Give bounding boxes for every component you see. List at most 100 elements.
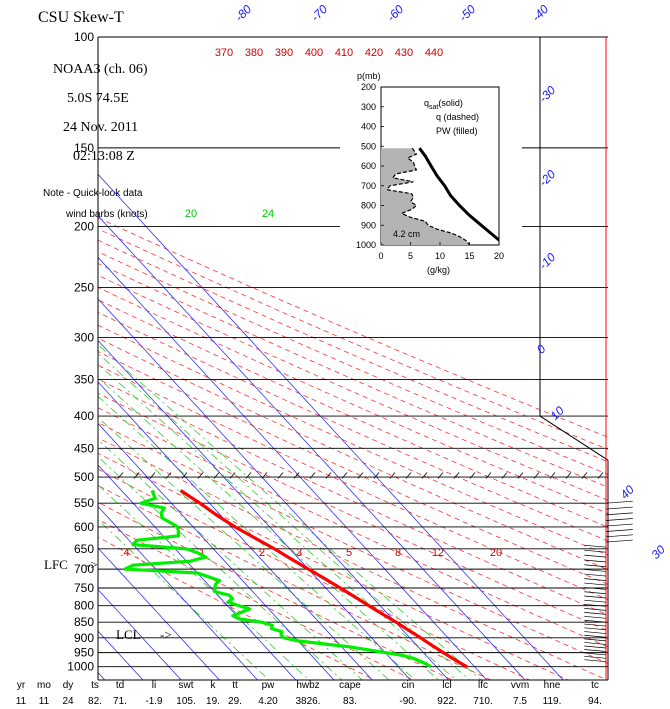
index-header: tc [591, 680, 599, 691]
hatch-mark [325, 472, 332, 479]
isotherm-label: 40 [617, 482, 637, 502]
mixing-ratio-line [98, 226, 416, 680]
wind-barb [605, 512, 633, 516]
pressure-tick-label: 1000 [67, 660, 94, 674]
pressure-tick-label: 300 [74, 330, 94, 344]
dry-adiabat-line [98, 37, 492, 680]
wind-barb [584, 615, 607, 619]
dry-adiabat-line [98, 37, 375, 680]
wind-barbs [584, 500, 633, 663]
wind-barb [605, 518, 633, 521]
pressure-tick-label: 700 [74, 562, 94, 576]
mixing-ratio-label: 24 [262, 208, 274, 220]
pressure-tick-label: 350 [74, 373, 94, 387]
index-header: lcl [442, 680, 451, 691]
wind-barb [584, 638, 607, 642]
index-value: -1.9 [145, 696, 163, 707]
wind-barb [605, 523, 633, 527]
mixing-ratio-lower-label: 8 [395, 547, 401, 559]
pressure-tick-label: 650 [74, 542, 94, 556]
dewpoint-profile-line [123, 489, 432, 669]
theta-label: 380 [245, 47, 263, 59]
wind-barb [584, 619, 607, 623]
wind-barb [584, 623, 607, 627]
hatch-mark [565, 472, 572, 479]
hatch-mark [405, 472, 412, 479]
index-value: 7.5 [513, 696, 527, 707]
index-value: 922. [437, 696, 456, 707]
plot-right-axis-diagonal [539, 415, 609, 461]
theta-label: 430 [395, 47, 413, 59]
isotherm-line [98, 37, 335, 680]
pressure-tick-label: 150 [74, 141, 94, 155]
dry-adiabat-line [98, 37, 453, 680]
wind-barb [584, 634, 607, 638]
theta-label: 370 [215, 47, 233, 59]
dry-adiabat-line [98, 37, 608, 680]
isotherm-label: -80 [232, 2, 254, 24]
wind-barb [584, 582, 607, 586]
isotherm-label: -40 [529, 2, 551, 24]
mixing-ratio-lower-label: 1 [199, 547, 205, 559]
wind-barb [584, 595, 607, 599]
isotherm-line [98, 37, 449, 680]
hatch-mark [485, 472, 492, 479]
hatch-mark [421, 472, 428, 479]
isotherm-label: -10 [536, 250, 558, 272]
wind-barb [584, 569, 607, 572]
inset-q-tick: 15 [464, 251, 474, 261]
index-header: li [152, 680, 156, 691]
index-header: vvm [511, 680, 529, 691]
hatch-mark [581, 472, 588, 479]
isotherm-label: -20 [536, 167, 558, 189]
pressure-tick-label: 950 [74, 646, 94, 660]
hatch-mark [181, 472, 188, 479]
inset-legend-pw: PW (filled) [436, 126, 478, 136]
wind-barb [605, 534, 633, 538]
inset-p-tick: 300 [361, 102, 376, 112]
pressure-tick-label: 550 [74, 496, 94, 510]
index-header: swt [179, 680, 194, 691]
index-header: tt [232, 680, 238, 691]
wind-barb [605, 539, 633, 543]
pressure-tick-label: 850 [74, 615, 94, 629]
inset-p-tick: 900 [361, 220, 376, 230]
index-value: 82. [88, 696, 102, 707]
index-value: 105. [176, 696, 195, 707]
index-value: 4.20 [258, 696, 278, 707]
wind-barb [584, 544, 607, 548]
inset-q-tick: 20 [494, 251, 504, 261]
chart-title: CSU Skew-T [38, 9, 124, 26]
index-value: 94. [588, 696, 602, 707]
satellite-label: NOAA3 (ch. 06) [53, 62, 148, 77]
pressure-tick-label: 750 [74, 581, 94, 595]
index-header: dy [63, 680, 74, 691]
mixing-ratio-lower-label: 2 [259, 547, 265, 559]
wind-barb [584, 649, 607, 652]
isotherm-label: 0 [534, 342, 549, 357]
isotherm-label: -60 [384, 2, 406, 24]
isotherm-line [98, 37, 564, 680]
index-header: cin [402, 680, 415, 691]
wind-barb [584, 631, 607, 634]
index-value: 71. [113, 696, 127, 707]
wind-barb [584, 655, 607, 659]
isotherm-line [98, 37, 220, 680]
mixing-ratio-lower-label: 20 [490, 547, 502, 559]
inset-p-tick: 800 [361, 201, 376, 211]
isotherm-line [98, 37, 373, 680]
pressure-tick-label: 250 [74, 281, 94, 295]
wind-barb [584, 642, 607, 645]
pressure-tick-label: 400 [74, 409, 94, 423]
lfc-arrow: -> [86, 557, 98, 572]
inset-p-tick: 500 [361, 141, 376, 151]
inset-legend-qsat: qsat(solid) [424, 98, 463, 111]
dry-adiabat-line [98, 37, 608, 680]
wind-barb [584, 564, 607, 568]
temperature-profile-line [179, 489, 468, 669]
note-line-1: Note - Quick-look data [43, 188, 143, 199]
inset-p-tick: 200 [361, 82, 376, 92]
time-label: 02:13:08 Z [73, 149, 135, 164]
pressure-tick-label: 100 [74, 30, 94, 44]
